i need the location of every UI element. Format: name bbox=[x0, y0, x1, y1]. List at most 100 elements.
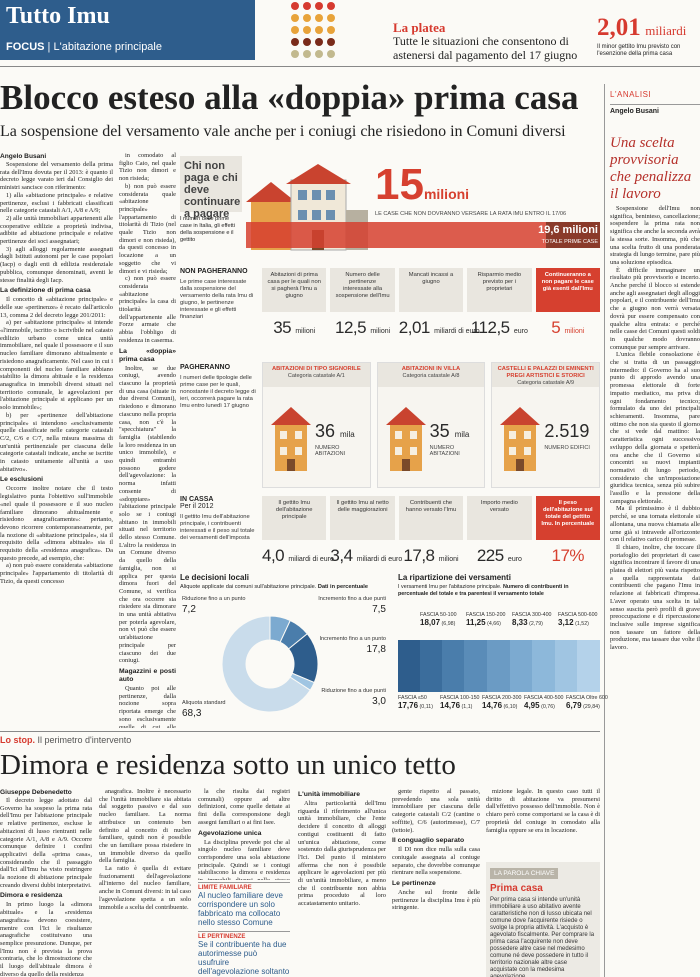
band-share: 14,76 bbox=[440, 701, 461, 710]
stat-number: 112,5 bbox=[470, 318, 510, 337]
building-icon bbox=[500, 407, 541, 471]
donut-segment bbox=[221, 615, 311, 713]
stat-label: Abitazioni di prima casa per le quali no… bbox=[262, 268, 327, 312]
panel-unit: mila bbox=[340, 430, 355, 439]
total-value: 19,6 milioni bbox=[538, 224, 598, 236]
panel-row: ABITAZIONI DI TIPO SIGNORILE Categoria ca… bbox=[262, 362, 600, 488]
analysis-author: Angelo Busani bbox=[610, 104, 700, 115]
figure: 2,01 miliardi bbox=[597, 14, 686, 42]
panel-title: CASTELLI E PALAZZI DI EMINENTI PREGI ART… bbox=[497, 366, 594, 379]
stat-box: Il peso dell'abitazione sul totale del g… bbox=[535, 496, 600, 566]
box-row: Il gettito Imu dell'abitazione principal… bbox=[262, 496, 600, 566]
paragraph: 2) alle unità immobiliari appartenenti a… bbox=[0, 214, 113, 246]
panel-header: ABITAZIONI IN VILLA Categoria catastale A… bbox=[377, 363, 485, 387]
stat-box: Abitazioni di prima casa per le quali no… bbox=[262, 268, 327, 338]
band-range: FASCIA 300-400 bbox=[512, 612, 552, 618]
paragraph: gente rispetto al passato, prevedendo un… bbox=[392, 788, 480, 834]
row-note: Il gettito Imu dell'abitazione principal… bbox=[180, 514, 255, 541]
stat-box: Continueranno a non pagare le case già e… bbox=[535, 268, 600, 338]
paragraph: a) non può essere considerata «abitazion… bbox=[0, 562, 113, 585]
band-values: 14,76 (1,1) bbox=[440, 702, 479, 711]
paragraph: Il chiaro, inoltre, che toccare il porta… bbox=[610, 543, 700, 652]
paragraph: Il decreto legge adottato dal Governo ha… bbox=[0, 797, 92, 889]
band-label: FASCIA 150-200 11,25 (4,66) bbox=[466, 612, 505, 628]
donut-value: 17,8 bbox=[367, 644, 387, 655]
band-values: 18,07 (6,98) bbox=[420, 619, 457, 628]
stat-label: Contribuenti che hanno versato l'Imu bbox=[398, 496, 464, 540]
band-total: (2,79) bbox=[529, 621, 543, 627]
stat-unit: milioni bbox=[370, 328, 391, 335]
split-subtitle: I versamenti Imu per l'abitazione princi… bbox=[398, 584, 600, 597]
paragraph: anagrafica. Inoltre è necessario che l'u… bbox=[99, 788, 191, 865]
stat-unit: euro bbox=[513, 328, 528, 335]
panel-number: 2.519 bbox=[544, 421, 590, 441]
band-total: (29,84) bbox=[583, 704, 600, 710]
band-values: 17,76 (0,11) bbox=[398, 702, 433, 711]
stat-number: 225 bbox=[476, 546, 504, 565]
stat-box: Mancati incassi a giugno 2,01 miliardi di… bbox=[398, 268, 480, 338]
band-share: 4,95 bbox=[524, 701, 540, 710]
rule bbox=[0, 731, 600, 732]
band-total: (0,76) bbox=[541, 704, 555, 710]
keyword-title: Prima casa bbox=[490, 883, 543, 894]
band-range: FASCIA ≤50 bbox=[398, 695, 427, 701]
stat-number: 2,01 bbox=[398, 318, 431, 337]
article-column: gente rispetto al passato, prevedendo un… bbox=[392, 788, 480, 977]
donut-value: 68,3 bbox=[182, 708, 202, 719]
analysis-body: Sospensione dell'Imu non significa, beni… bbox=[610, 205, 700, 977]
paragraph: Anche sul fronte delle pertinenze la dis… bbox=[392, 889, 480, 912]
focus-label: FOCUS bbox=[6, 41, 45, 53]
subheading: Le pertinenze bbox=[392, 880, 436, 888]
paragraph: È difficile immaginare un risultato più … bbox=[610, 266, 700, 351]
stat-value: 225 euro bbox=[467, 546, 531, 566]
row-label: PAGHERANNO I numeri delle tipologie delle… bbox=[180, 364, 258, 410]
stat-value: 4,0 miliardi di euro bbox=[262, 546, 334, 566]
stat-box: Il gettito Imu al netto delle maggiorazi… bbox=[330, 496, 402, 566]
figure-value: 2,01 bbox=[597, 14, 641, 41]
row-label: IN CASSA Per il 2012 Il gettito Imu dell'a… bbox=[180, 496, 258, 542]
subheadline: La sospensione del versamento vale anche… bbox=[0, 123, 566, 140]
paragraph: Il DI non dice nulla sulla casa coniugal… bbox=[392, 846, 480, 877]
stat-box: Importo medio versato 225 euro bbox=[467, 496, 532, 566]
split-subtitle-text: I versamenti Imu per l'abitazione princi… bbox=[398, 584, 502, 590]
stat-value: 5 milioni bbox=[536, 318, 600, 338]
type-panel: ABITAZIONI DI TIPO SIGNORILE Categoria ca… bbox=[262, 362, 371, 488]
stat-number: 12,5 bbox=[335, 318, 367, 337]
band-label: FASCIA 500-600 3,12 (1,52) bbox=[558, 612, 597, 628]
band-total: (4,66) bbox=[487, 621, 501, 627]
subheading: La «doppia» prima casa bbox=[119, 347, 176, 363]
stat-value: 3,4 miliardi di euro bbox=[330, 546, 402, 566]
band-share: 14,76 bbox=[482, 701, 503, 710]
stat-box: Il gettito Imu dell'abitazione principal… bbox=[262, 496, 334, 566]
band-values: 14,76 (6,10) bbox=[482, 702, 521, 711]
headline-figure: 15milioni bbox=[375, 160, 469, 210]
donut-label: Incremento fino a due punti bbox=[318, 596, 386, 602]
total-bar bbox=[546, 222, 600, 248]
article-column: in comodato al figlio Caio, nel quale Ti… bbox=[119, 152, 176, 728]
section-title: Tutto Imu bbox=[6, 3, 110, 29]
band-total: (6,10) bbox=[503, 704, 518, 710]
band-range: FASCIA Oltre 600 bbox=[566, 695, 608, 701]
paragraph: In primo luogo la «dimora abituale» e la… bbox=[0, 901, 92, 977]
building-icon bbox=[385, 407, 426, 471]
donut-value: 3,0 bbox=[372, 696, 386, 707]
panel-number: 36 bbox=[315, 421, 336, 441]
paragraph: L'unica flebile consolazione è che si tr… bbox=[610, 351, 700, 505]
stat-value: 35 milioni bbox=[262, 318, 326, 338]
subheading: La definizione di prima casa bbox=[0, 287, 91, 295]
stat-number: 35 bbox=[273, 318, 292, 337]
stat-number: 4,0 bbox=[262, 546, 285, 565]
band-share: 18,07 bbox=[420, 618, 441, 627]
subheading: Magazzini e posti auto bbox=[119, 668, 176, 683]
total-caption: TOTALE PRIME CASE bbox=[541, 239, 598, 245]
stat-unit: milioni bbox=[564, 328, 585, 335]
paragraph: La disciplina prevede poi che al singolo… bbox=[198, 838, 290, 880]
row-title: NON PAGHERANNO bbox=[180, 268, 248, 275]
band-values: 11,25 (4,66) bbox=[466, 619, 505, 628]
info-title: Chi non paga e chi deve continuare a pag… bbox=[180, 156, 242, 220]
paragraph: in comodato al figlio Caio, nel quale Ti… bbox=[119, 152, 176, 183]
band-range: FASCIA 50-100 bbox=[420, 612, 457, 618]
subheading: Agevolazione unica bbox=[198, 829, 262, 837]
band-values: 3,12 (1,52) bbox=[558, 619, 597, 628]
analysis-label: L'ANALISI bbox=[610, 90, 652, 99]
